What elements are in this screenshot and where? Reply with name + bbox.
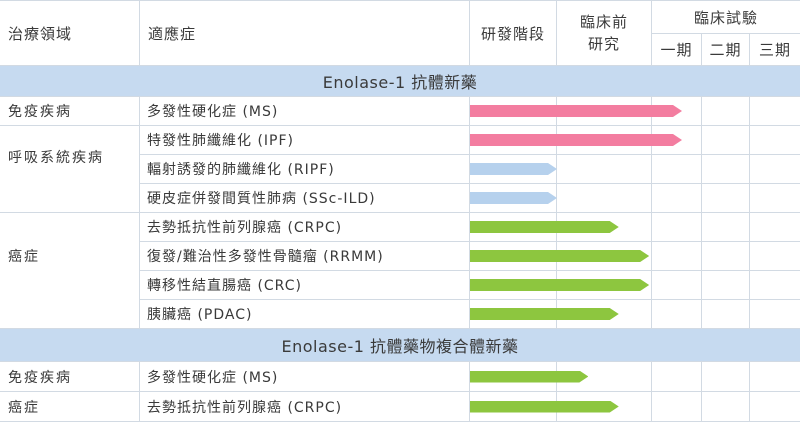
- stage-cell-phase-2: [702, 155, 750, 184]
- progress-arrow: [470, 163, 557, 175]
- progress-arrow: [470, 371, 588, 383]
- header-rd-stage: 研發階段: [470, 1, 557, 66]
- header-phase-1: 一期: [652, 34, 702, 66]
- stage-cell-preclinical: [557, 271, 652, 300]
- stage-cell-phase-1: [652, 126, 702, 155]
- stage-cell-rd: [470, 126, 557, 155]
- stage-cell-rd: [470, 242, 557, 271]
- stage-cell-phase-3: [750, 184, 800, 213]
- indication-label: 多發性硬化症 (MS): [140, 97, 470, 126]
- stage-cell-phase-3: [750, 213, 800, 242]
- stage-cell-rd: [470, 97, 557, 126]
- stage-cell-rd: [470, 213, 557, 242]
- header-indication: 適應症: [140, 1, 470, 66]
- stage-cell-phase-2: [702, 300, 750, 329]
- header-phase-2: 二期: [702, 34, 750, 66]
- progress-arrow: [470, 134, 682, 146]
- indication-label: 復發/難治性多發性骨髓瘤 (RRMM): [140, 242, 470, 271]
- indication-label: 硬皮症併發間質性肺病 (SSc-ILD): [140, 184, 470, 213]
- header-clinical-trial: 臨床試驗: [652, 1, 800, 34]
- stage-cell-phase-1: [652, 362, 702, 392]
- progress-arrow: [470, 221, 619, 233]
- stage-cell-phase-2: [702, 392, 750, 422]
- stage-cell-preclinical: [557, 184, 652, 213]
- therapeutic-area: 癌症: [0, 392, 140, 422]
- stage-cell-phase-3: [750, 362, 800, 392]
- therapeutic-area: 免疫疾病: [0, 97, 140, 126]
- stage-cell-preclinical: [557, 242, 652, 271]
- header-preclinical: 臨床前 研究: [557, 1, 652, 66]
- stage-cell-phase-1: [652, 242, 702, 271]
- stage-cell-rd: [470, 184, 557, 213]
- header-phase-3: 三期: [750, 34, 800, 66]
- indication-label: 胰臟癌 (PDAC): [140, 300, 470, 329]
- stage-cell-phase-3: [750, 392, 800, 422]
- indication-label: 轉移性結直腸癌 (CRC): [140, 271, 470, 300]
- stage-cell-phase-3: [750, 242, 800, 271]
- stage-cell-phase-2: [702, 126, 750, 155]
- indication-label: 去勢抵抗性前列腺癌 (CRPC): [140, 213, 470, 242]
- stage-cell-phase-1: [652, 300, 702, 329]
- progress-arrow: [470, 105, 682, 117]
- indication-label: 輻射誘發的肺纖維化 (RIPF): [140, 155, 470, 184]
- stage-cell-preclinical: [557, 362, 652, 392]
- indication-label: 多發性硬化症 (MS): [140, 362, 470, 392]
- stage-cell-phase-3: [750, 155, 800, 184]
- stage-cell-preclinical: [557, 155, 652, 184]
- indication-label: 特發性肺纖維化 (IPF): [140, 126, 470, 155]
- progress-arrow: [470, 192, 557, 204]
- stage-cell-phase-1: [652, 213, 702, 242]
- stage-cell-rd: [470, 392, 557, 422]
- stage-cell-phase-1: [652, 184, 702, 213]
- header-preclinical-line2: 研究: [587, 35, 620, 53]
- progress-arrow: [470, 401, 619, 413]
- header-therapeutic-area: 治療領域: [0, 1, 140, 66]
- stage-cell-phase-1: [652, 155, 702, 184]
- stage-cell-phase-1: [652, 392, 702, 422]
- stage-cell-rd: [470, 155, 557, 184]
- stage-cell-phase-2: [702, 271, 750, 300]
- stage-cell-phase-2: [702, 213, 750, 242]
- therapeutic-area: 免疫疾病: [0, 362, 140, 392]
- stage-cell-preclinical: [557, 300, 652, 329]
- progress-arrow: [470, 308, 619, 320]
- stage-cell-preclinical: [557, 392, 652, 422]
- header-preclinical-line1: 臨床前: [579, 13, 628, 31]
- section-title: Enolase-1 抗體新藥: [0, 66, 800, 97]
- progress-arrow: [470, 250, 649, 262]
- stage-cell-phase-3: [750, 126, 800, 155]
- therapeutic-area: 呼吸系統疾病: [0, 126, 140, 213]
- stage-cell-phase-3: [750, 300, 800, 329]
- stage-cell-phase-1: [652, 271, 702, 300]
- section-title: Enolase-1 抗體藥物複合體新藥: [0, 329, 800, 362]
- stage-cell-rd: [470, 271, 557, 300]
- stage-cell-phase-3: [750, 97, 800, 126]
- stage-cell-phase-2: [702, 184, 750, 213]
- indication-label: 去勢抵抗性前列腺癌 (CRPC): [140, 392, 470, 422]
- progress-arrow: [470, 279, 649, 291]
- stage-cell-preclinical: [557, 213, 652, 242]
- stage-cell-phase-2: [702, 242, 750, 271]
- stage-cell-phase-2: [702, 97, 750, 126]
- stage-cell-rd: [470, 362, 557, 392]
- stage-cell-phase-1: [652, 97, 702, 126]
- therapeutic-area: 癌症: [0, 213, 140, 329]
- stage-cell-phase-3: [750, 271, 800, 300]
- stage-cell-phase-2: [702, 362, 750, 392]
- stage-cell-rd: [470, 300, 557, 329]
